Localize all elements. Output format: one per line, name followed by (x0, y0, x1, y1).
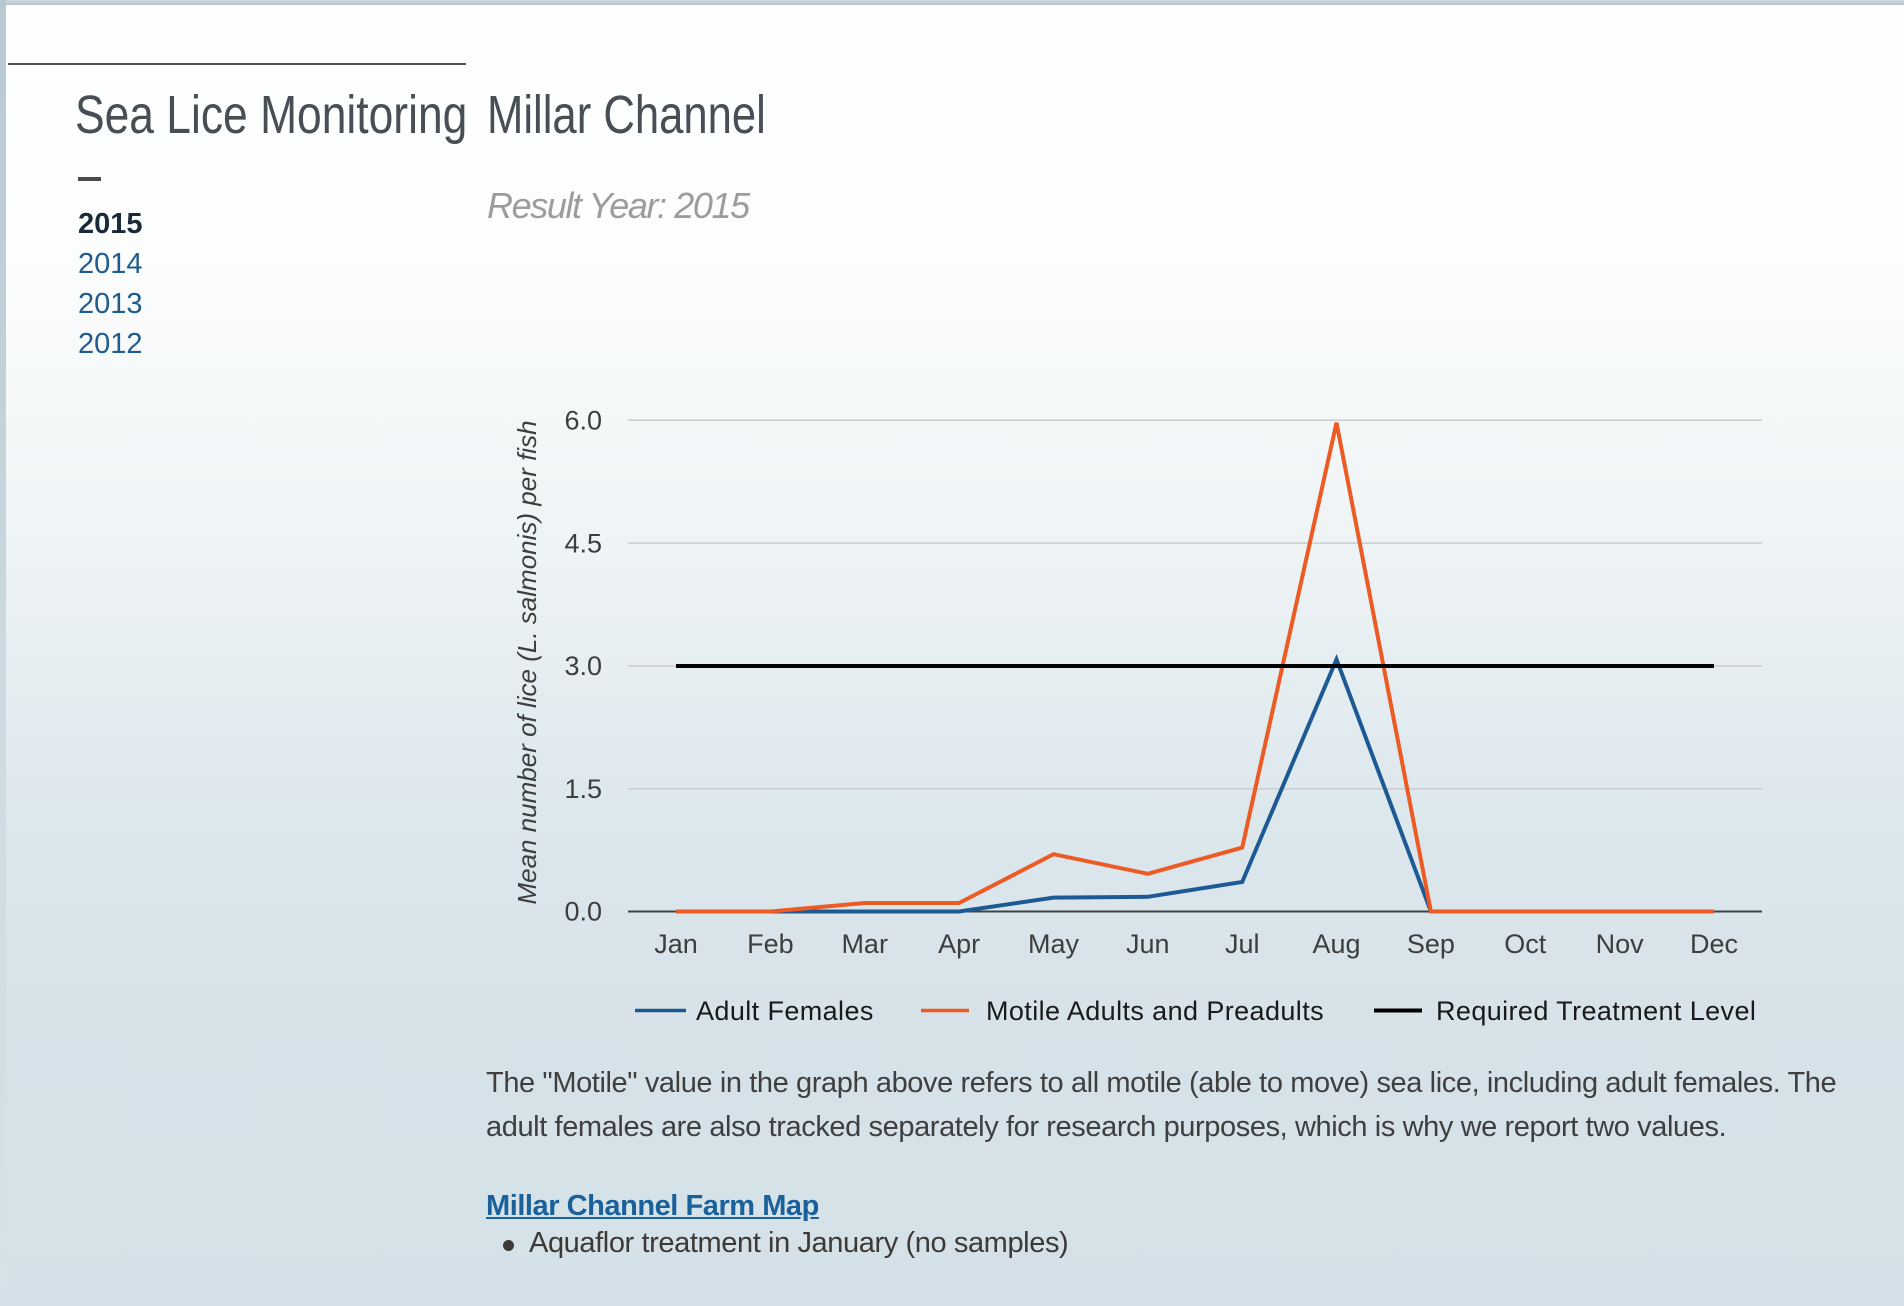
svg-text:Nov: Nov (1596, 929, 1645, 959)
svg-text:Required Treatment Level: Required Treatment Level (1436, 996, 1756, 1026)
svg-text:Adult Females: Adult Females (696, 996, 874, 1026)
svg-text:Oct: Oct (1504, 929, 1547, 959)
svg-text:0.0: 0.0 (564, 897, 602, 927)
svg-text:Dec: Dec (1690, 929, 1738, 959)
svg-text:Aug: Aug (1312, 929, 1360, 959)
svg-text:Apr: Apr (938, 929, 980, 959)
svg-text:Sep: Sep (1407, 929, 1455, 959)
svg-text:May: May (1028, 929, 1080, 959)
svg-text:Jul: Jul (1225, 929, 1260, 959)
svg-text:Mar: Mar (841, 929, 888, 959)
svg-text:4.5: 4.5 (564, 528, 602, 558)
svg-text:1.5: 1.5 (564, 774, 602, 804)
svg-text:Feb: Feb (747, 929, 794, 959)
svg-text:Jun: Jun (1126, 929, 1170, 959)
svg-text:3.0: 3.0 (564, 651, 602, 681)
svg-text:Motile Adults and Preadults: Motile Adults and Preadults (986, 996, 1324, 1026)
svg-text:Jan: Jan (654, 929, 698, 959)
svg-text:6.0: 6.0 (564, 406, 602, 436)
svg-text:Mean number of lice (L. salmon: Mean number of lice (L. salmonis) per fi… (512, 420, 542, 904)
